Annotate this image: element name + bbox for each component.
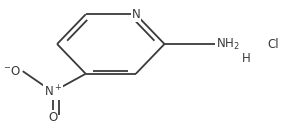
Text: N$^+$: N$^+$ (44, 84, 62, 100)
Text: H: H (242, 52, 251, 65)
Text: N: N (132, 8, 140, 21)
Text: O: O (48, 111, 57, 124)
Text: $^{-}$O: $^{-}$O (3, 65, 21, 78)
Text: Cl: Cl (268, 37, 279, 51)
Text: NH$_2$: NH$_2$ (216, 36, 240, 52)
